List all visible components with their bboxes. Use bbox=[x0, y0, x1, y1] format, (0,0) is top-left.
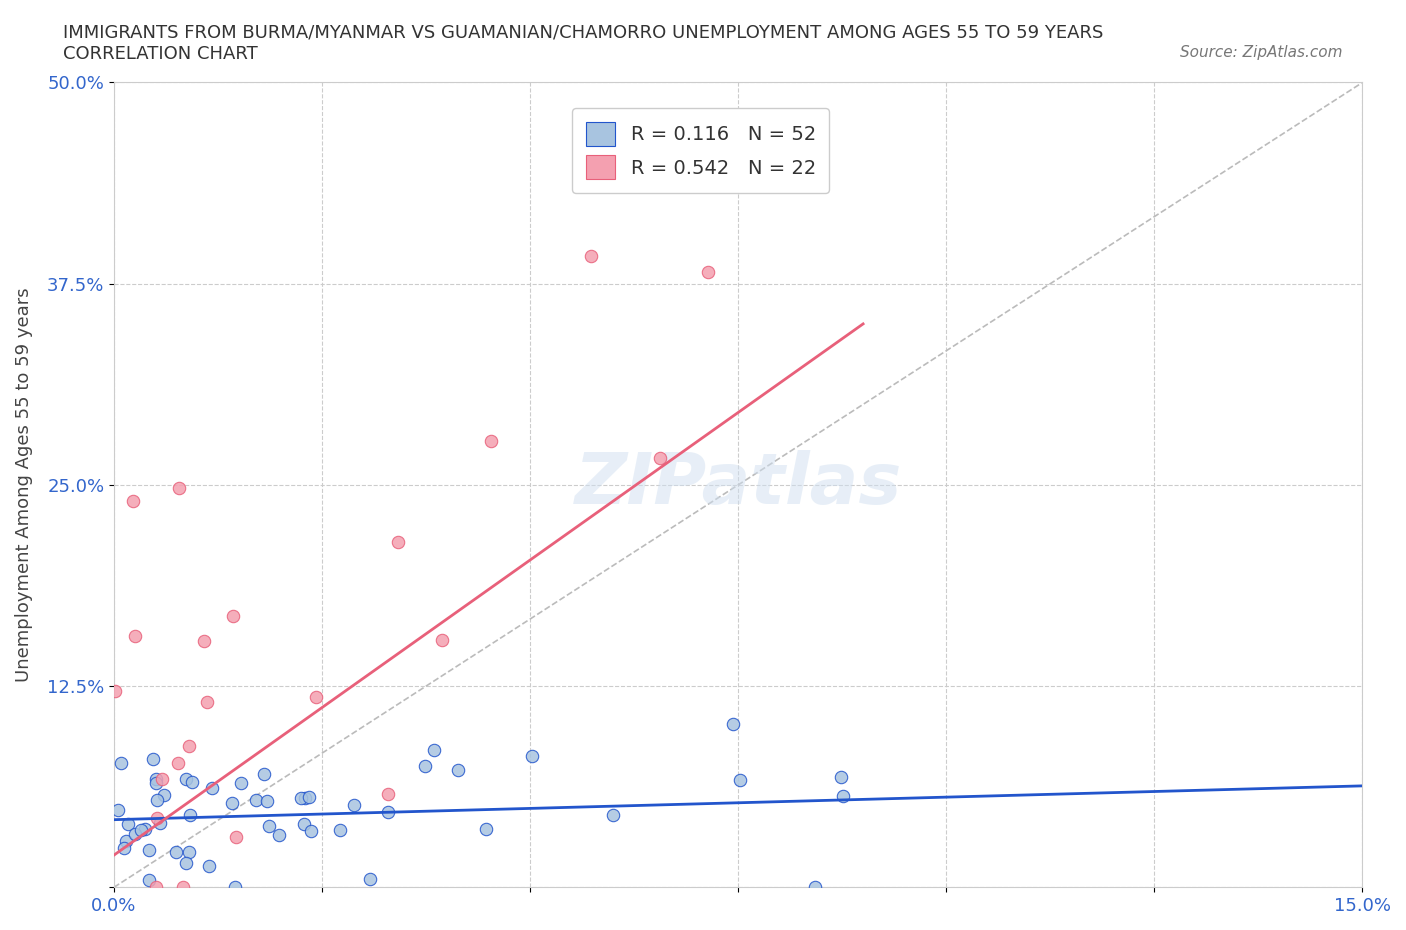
Point bbox=[522, 749, 544, 764]
Point bbox=[201, 780, 224, 795]
Point bbox=[413, 759, 436, 774]
Point bbox=[225, 830, 247, 844]
Point bbox=[145, 776, 167, 790]
Point bbox=[479, 434, 502, 449]
Point bbox=[721, 717, 744, 732]
Point bbox=[221, 795, 243, 810]
Point bbox=[174, 856, 197, 870]
Text: CORRELATION CHART: CORRELATION CHART bbox=[63, 45, 259, 62]
Point bbox=[179, 738, 201, 753]
Point bbox=[359, 871, 381, 886]
Point bbox=[122, 494, 145, 509]
Point bbox=[117, 817, 139, 831]
Point bbox=[650, 450, 672, 465]
Point bbox=[804, 880, 827, 895]
Point bbox=[198, 858, 221, 873]
Point bbox=[229, 776, 252, 790]
Point bbox=[696, 265, 718, 280]
Point bbox=[138, 873, 160, 888]
Point bbox=[174, 772, 197, 787]
Point bbox=[297, 790, 319, 804]
Point bbox=[124, 826, 146, 841]
Point bbox=[134, 821, 156, 836]
Point bbox=[104, 684, 127, 698]
Point bbox=[149, 816, 172, 830]
Text: ZIPatlas: ZIPatlas bbox=[575, 450, 901, 519]
Point bbox=[832, 789, 855, 804]
Point bbox=[294, 790, 316, 805]
Point bbox=[343, 798, 366, 813]
Point bbox=[253, 766, 276, 781]
Point bbox=[179, 807, 201, 822]
Point bbox=[146, 811, 169, 826]
Point bbox=[290, 790, 312, 805]
Point bbox=[145, 772, 167, 787]
Point bbox=[257, 819, 280, 834]
Point bbox=[256, 793, 278, 808]
Point bbox=[138, 843, 160, 857]
Point bbox=[166, 756, 188, 771]
Text: Source: ZipAtlas.com: Source: ZipAtlas.com bbox=[1180, 45, 1343, 60]
Point bbox=[222, 608, 245, 623]
Point bbox=[112, 841, 135, 856]
Point bbox=[150, 771, 173, 786]
Point bbox=[115, 833, 138, 848]
Point bbox=[129, 823, 152, 838]
Point bbox=[142, 751, 165, 766]
Point bbox=[193, 634, 215, 649]
Point bbox=[124, 629, 146, 644]
Point bbox=[195, 694, 218, 709]
Point bbox=[430, 633, 453, 648]
Point bbox=[299, 823, 322, 838]
Point bbox=[167, 481, 190, 496]
Point bbox=[245, 793, 267, 808]
Point bbox=[447, 763, 470, 777]
Point bbox=[602, 807, 624, 822]
Point bbox=[377, 804, 399, 819]
Point bbox=[292, 817, 315, 831]
Point bbox=[579, 249, 602, 264]
Point bbox=[474, 821, 496, 836]
Point bbox=[224, 880, 246, 895]
Point bbox=[830, 769, 852, 784]
Legend: R = 0.116   N = 52, R = 0.542   N = 22: R = 0.116 N = 52, R = 0.542 N = 22 bbox=[572, 108, 830, 193]
Point bbox=[377, 787, 399, 802]
Point bbox=[165, 844, 187, 859]
Point bbox=[179, 844, 201, 859]
Point bbox=[387, 535, 409, 550]
Point bbox=[423, 742, 446, 757]
Point bbox=[305, 689, 328, 704]
Point bbox=[110, 755, 132, 770]
Point bbox=[329, 822, 352, 837]
Text: IMMIGRANTS FROM BURMA/MYANMAR VS GUAMANIAN/CHAMORRO UNEMPLOYMENT AMONG AGES 55 T: IMMIGRANTS FROM BURMA/MYANMAR VS GUAMANI… bbox=[63, 23, 1104, 41]
Point bbox=[180, 774, 202, 789]
Y-axis label: Unemployment Among Ages 55 to 59 years: Unemployment Among Ages 55 to 59 years bbox=[15, 287, 32, 683]
Point bbox=[152, 788, 174, 803]
Point bbox=[145, 792, 167, 807]
Point bbox=[730, 772, 752, 787]
Point bbox=[145, 880, 167, 895]
Point bbox=[107, 803, 129, 817]
Point bbox=[267, 827, 290, 842]
Point bbox=[172, 880, 194, 895]
